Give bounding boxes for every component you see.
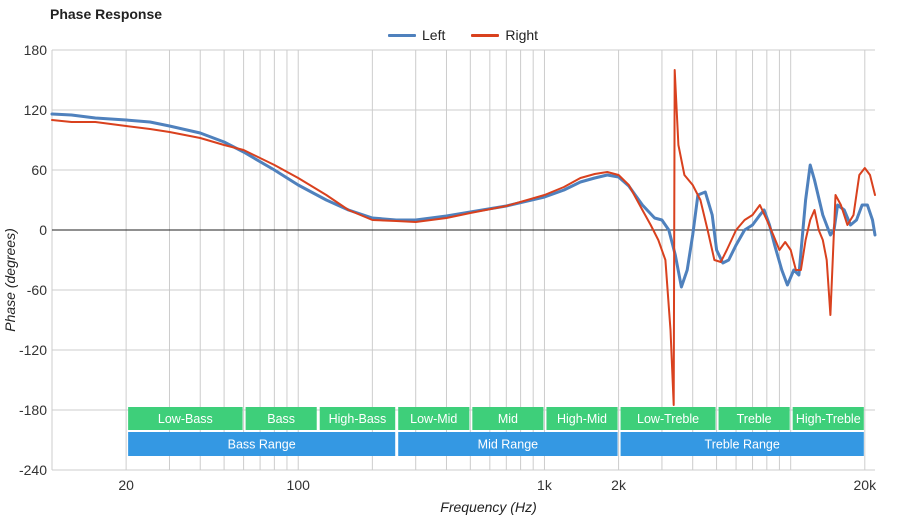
y-axis-label: Phase (degrees) [2, 228, 18, 332]
legend-item-right[interactable]: Right [471, 27, 538, 43]
y-tick-label: 120 [24, 102, 48, 118]
series-line-left [50, 112, 877, 289]
y-tick-label: 60 [31, 162, 47, 178]
legend-swatch-right [471, 33, 500, 37]
range-band [620, 407, 716, 430]
range-band [128, 407, 243, 430]
legend-item-left[interactable]: Left [388, 27, 445, 43]
x-axis-label: Frequency (Hz) [440, 499, 536, 515]
y-tick-label: 0 [39, 222, 47, 238]
range-band-label: Low-Mid [410, 412, 457, 426]
range-band-label: High-Mid [557, 412, 607, 426]
range-band [472, 407, 544, 430]
legend-label-right: Right [505, 27, 539, 43]
range-band-label: Bass [267, 412, 295, 426]
series-line-right [51, 69, 876, 406]
x-tick-label: 20 [118, 477, 134, 493]
y-tick-label: -120 [19, 342, 47, 358]
range-band-label: Treble Range [705, 438, 780, 452]
range-band [546, 407, 618, 430]
x-tick-label: 20k [854, 477, 878, 493]
range-band-label: Low-Bass [158, 412, 213, 426]
range-band [792, 407, 864, 430]
legend-swatch-left [388, 33, 416, 37]
range-band [245, 407, 317, 430]
x-tick-label: 1k [537, 477, 553, 493]
legend: Left Right [388, 27, 538, 43]
range-band-label: Low-Treble [637, 412, 699, 426]
legend-label-left: Left [422, 27, 446, 43]
y-tick-label: -60 [27, 282, 47, 298]
range-band-label: Mid Range [478, 438, 538, 452]
y-tick-label: -180 [19, 402, 47, 418]
range-band [398, 432, 618, 456]
range-band [319, 407, 396, 430]
range-band [718, 407, 790, 430]
chart-title: Phase Response [50, 6, 163, 22]
range-band [620, 432, 864, 456]
y-tick-label: 180 [24, 42, 48, 58]
range-band-label: Mid [498, 412, 518, 426]
y-tick-label: -240 [19, 462, 47, 478]
range-band [398, 407, 470, 430]
range-band-label: High-Treble [796, 412, 861, 426]
range-band-label: Bass Range [228, 438, 296, 452]
range-band [128, 432, 396, 456]
x-tick-label: 2k [611, 477, 627, 493]
range-band-label: High-Bass [329, 412, 387, 426]
range-band-label: Treble [737, 412, 772, 426]
x-tick-label: 100 [287, 477, 311, 493]
